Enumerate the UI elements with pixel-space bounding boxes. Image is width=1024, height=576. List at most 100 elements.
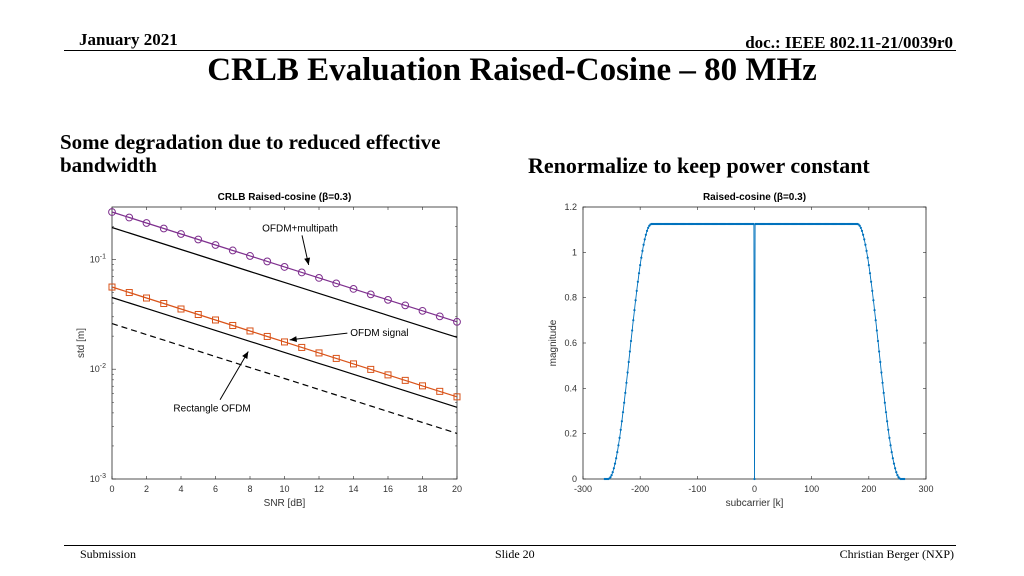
- y-tick-label: 0.8: [564, 293, 577, 303]
- magnitude-point: [637, 272, 641, 275]
- circle-marker: [142, 219, 151, 227]
- x-tick-label: 100: [804, 484, 819, 494]
- magnitude-point: [864, 243, 867, 246]
- magnitude-point: [627, 360, 630, 364]
- magnitude-point: [616, 451, 619, 454]
- slide-date: January 2021: [79, 30, 178, 49]
- annotation-arrow: [219, 351, 249, 400]
- document-id: doc.: IEEE 802.11-21/0039r0: [745, 33, 953, 52]
- magnitude-point: [611, 470, 614, 474]
- magnitude-point: [625, 381, 628, 384]
- magnitude-point: [891, 457, 894, 460]
- magnitude-point: [626, 371, 629, 374]
- circle-marker: [211, 241, 220, 249]
- magnitude-point: [876, 339, 880, 343]
- magnitude-point: [617, 444, 620, 447]
- x-tick-label: 200: [861, 484, 876, 494]
- circle-marker: [297, 268, 306, 277]
- magnitude-point: [895, 470, 898, 474]
- magnitude-point: [890, 451, 893, 454]
- square-marker: [401, 376, 409, 384]
- y-axis-label: std [m]: [76, 328, 87, 358]
- circle-marker: [125, 213, 134, 222]
- magnitude-point: [863, 238, 866, 241]
- x-axis-label: SNR [dB]: [264, 498, 306, 509]
- magnitude-point: [623, 401, 626, 404]
- magnitude-point: [862, 233, 865, 236]
- x-tick-label: -200: [631, 484, 649, 494]
- magnitude-point: [621, 411, 625, 414]
- magnitude-point: [628, 350, 631, 353]
- series-line-1: [111, 226, 458, 338]
- magnitude-point: [892, 462, 896, 465]
- square-marker: [229, 321, 237, 329]
- arrow-head: [289, 336, 297, 343]
- annotation-arrow: [289, 332, 348, 341]
- magnitude-point: [872, 299, 875, 302]
- magnitude-point: [867, 264, 870, 267]
- magnitude-point: [888, 436, 891, 439]
- circle-marker: [263, 257, 272, 266]
- x-tick-label: 4: [178, 484, 183, 494]
- magnitude-point: [858, 224, 861, 227]
- magnitude-point: [884, 411, 888, 414]
- magnitude-point: [871, 289, 874, 292]
- circle-marker: [384, 295, 392, 304]
- circle-marker: [108, 208, 116, 216]
- x-tick-label: 0: [109, 484, 114, 494]
- circle-marker: [366, 290, 375, 299]
- footer-slide-number: Slide 20: [495, 547, 535, 561]
- x-tick-label: 8: [247, 484, 252, 494]
- magnitude-point: [882, 391, 885, 394]
- square-marker: [143, 294, 150, 302]
- x-tick-label: 18: [417, 484, 427, 494]
- footer-author: Christian Berger (NXP): [839, 547, 954, 561]
- magnitude-point: [640, 256, 643, 259]
- right-caption: Renormalize to keep power constant: [528, 153, 870, 178]
- x-tick-label: 2: [144, 484, 149, 494]
- footer-divider: [64, 545, 956, 546]
- magnitude-point: [647, 226, 650, 230]
- y-tick-label: 0.6: [564, 338, 577, 348]
- magnitude-point: [631, 329, 634, 332]
- y-tick-label: 0.2: [564, 429, 577, 439]
- magnitude-point: [868, 272, 872, 275]
- left-caption: Some degradation due to reduced effectiv…: [60, 130, 441, 177]
- square-marker: [436, 387, 444, 395]
- circle-marker: [401, 301, 410, 310]
- circle-marker: [177, 230, 185, 238]
- square-marker: [298, 343, 306, 351]
- magnitude-point: [629, 339, 633, 343]
- magnitude-point: [880, 371, 883, 374]
- magnitude-point: [644, 233, 647, 236]
- magnitude-point: [878, 350, 881, 353]
- circle-marker: [159, 224, 168, 233]
- magnitude-point: [619, 428, 622, 431]
- magnitude-point: [879, 360, 882, 364]
- circle-marker: [280, 263, 289, 271]
- magnitude-point: [870, 280, 873, 283]
- chart-title: CRLB Raised-cosine (β=0.3): [218, 192, 352, 203]
- x-tick-label: 300: [918, 484, 933, 494]
- magnitude-point: [633, 309, 636, 312]
- square-marker: [453, 393, 461, 401]
- x-tick-label: -300: [574, 484, 592, 494]
- dc-null-point: [753, 477, 756, 481]
- square-marker: [246, 327, 254, 335]
- magnitude-point: [883, 401, 886, 404]
- x-tick-label: 16: [383, 484, 393, 494]
- annotation-label: Rectangle OFDM: [173, 404, 250, 415]
- magnitude-point: [752, 222, 755, 226]
- magnitude-point: [620, 420, 623, 423]
- square-marker: [177, 305, 185, 313]
- annotation-label: OFDM+multipath: [262, 223, 338, 234]
- footer-submission: Submission: [80, 547, 137, 561]
- header-divider: [64, 50, 956, 51]
- circle-marker: [228, 246, 237, 255]
- y-axis-label: magnitude: [548, 319, 559, 366]
- annotation-label: OFDM signal: [350, 328, 408, 339]
- magnitude-point: [643, 238, 646, 241]
- y-tick-label: 10-3: [90, 473, 106, 484]
- magnitude-point: [886, 420, 889, 423]
